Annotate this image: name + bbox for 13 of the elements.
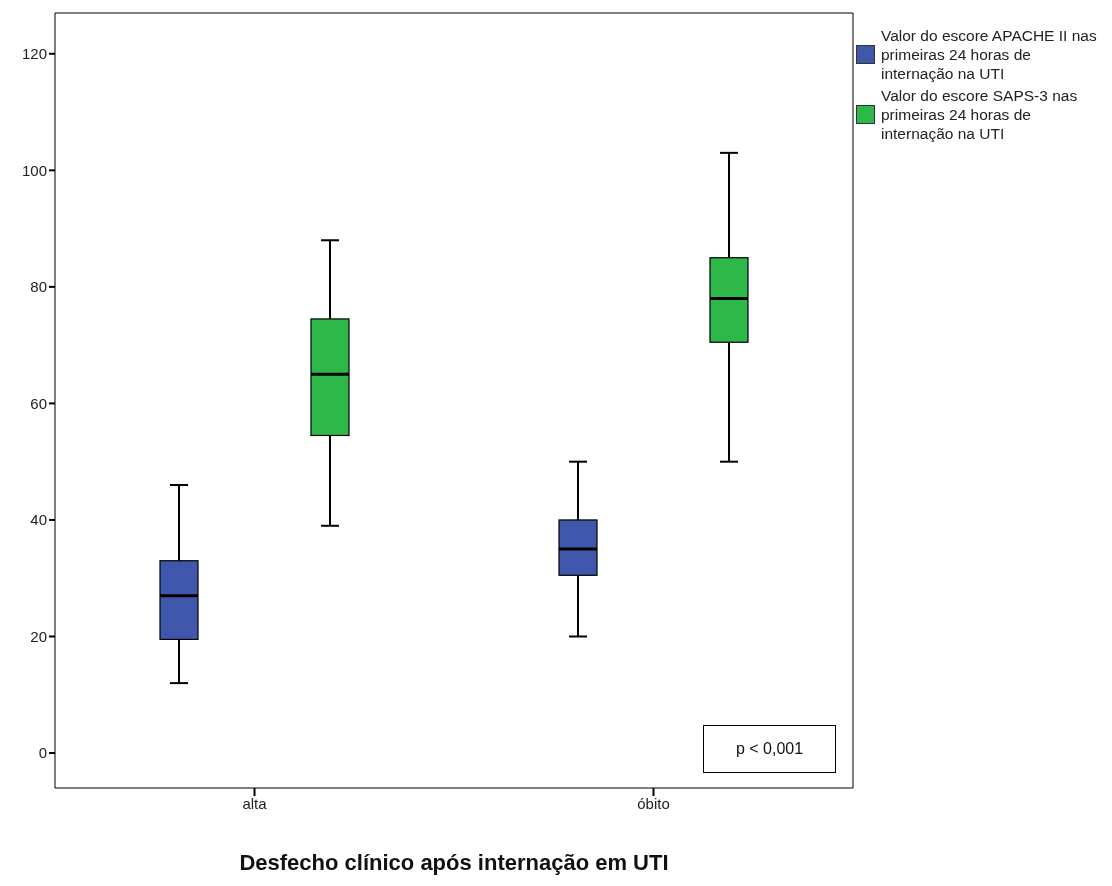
y-tick-label: 20	[30, 627, 47, 645]
x-tick-label: óbito	[637, 794, 670, 812]
y-tick-label: 40	[30, 511, 47, 529]
legend-label: Valor do escore SAPS-3 nas primeiras 24 horas de internação na UTI	[881, 86, 1079, 143]
x-tick-label: alta	[242, 794, 268, 812]
y-tick-label: 0	[38, 744, 47, 762]
annotation: p < 0,001	[735, 740, 804, 758]
y-tick-label: 60	[30, 394, 47, 412]
legend-label: Valor do escore APACHE II nas primeiras 24 horas de internação na UTI	[881, 26, 1098, 83]
y-tick-label: 80	[30, 278, 47, 296]
x-axis-title: Desfecho clínico após internação em UTI	[239, 850, 669, 875]
y-tick-label: 120	[21, 45, 47, 63]
y-tick-label: 100	[21, 161, 47, 179]
